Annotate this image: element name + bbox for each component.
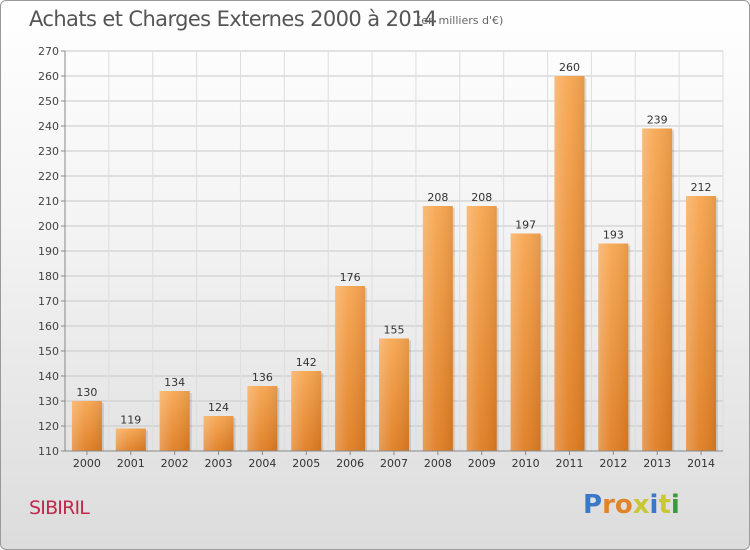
data-label: 155	[384, 324, 405, 337]
bar-highlight	[554, 76, 585, 451]
data-label: 124	[208, 401, 229, 414]
bar-highlight	[686, 196, 717, 451]
x-tick-label: 2010	[512, 457, 540, 470]
y-tick-label: 180	[38, 270, 59, 283]
bar-highlight	[642, 128, 673, 451]
y-tick-label: 130	[38, 395, 59, 408]
x-tick-label: 2003	[205, 457, 233, 470]
x-tick-label: 2000	[73, 457, 101, 470]
x-tick-label: 2006	[336, 457, 364, 470]
x-tick-label: 2007	[380, 457, 408, 470]
data-label: 197	[515, 219, 536, 232]
logo-letter: i	[670, 490, 680, 520]
y-tick-label: 260	[38, 70, 59, 83]
bar-highlight	[598, 243, 629, 451]
bar-highlight	[379, 338, 409, 451]
bar-highlight	[510, 233, 541, 451]
logo-letter: o	[614, 490, 633, 520]
x-tick-label: 2008	[424, 457, 452, 470]
data-label: 134	[164, 376, 185, 389]
y-tick-label: 120	[38, 420, 59, 433]
bar-highlight	[203, 416, 234, 451]
y-tick-label: 220	[38, 170, 59, 183]
data-label: 260	[559, 61, 580, 74]
logo-letter: x	[632, 490, 650, 520]
y-tick-label: 210	[38, 195, 59, 208]
x-tick-label: 2004	[248, 457, 276, 470]
bar-highlight	[247, 386, 278, 451]
data-label: 208	[471, 191, 492, 204]
data-label: 136	[252, 371, 273, 384]
y-tick-label: 230	[38, 145, 59, 158]
y-tick-label: 170	[38, 295, 59, 308]
proxiti-logo: Proxiti	[583, 490, 680, 520]
bar-highlight	[71, 401, 102, 451]
logo-letter: t	[658, 490, 671, 520]
y-tick-label: 160	[38, 320, 59, 333]
y-tick-label: 270	[38, 45, 59, 58]
data-label: 208	[427, 191, 448, 204]
data-label: 119	[120, 414, 141, 427]
data-label: 130	[76, 386, 97, 399]
y-tick-label: 200	[38, 220, 59, 233]
x-tick-label: 2005	[292, 457, 320, 470]
bar-highlight	[466, 206, 497, 451]
data-label: 212	[691, 181, 712, 194]
y-tick-label: 110	[38, 445, 59, 458]
commune-name: SIBIRIL	[29, 497, 90, 519]
logo-letter: i	[649, 490, 659, 520]
logo-letter: r	[602, 490, 615, 520]
bar-highlight	[291, 371, 322, 451]
y-tick-label: 250	[38, 95, 59, 108]
x-tick-label: 2002	[161, 457, 189, 470]
chart-subtitle: (en milliers d'€)	[417, 14, 504, 27]
data-label: 239	[647, 114, 668, 127]
y-tick-label: 240	[38, 120, 59, 133]
data-label: 193	[603, 229, 624, 242]
data-label: 176	[340, 271, 361, 284]
y-tick-label: 190	[38, 245, 59, 258]
bar-highlight	[422, 206, 453, 451]
y-tick-label: 150	[38, 345, 59, 358]
logo-letter: P	[583, 490, 603, 520]
x-tick-label: 2009	[468, 457, 496, 470]
chart-title: Achats et Charges Externes 2000 à 2014	[29, 7, 437, 31]
x-tick-label: 2001	[117, 457, 145, 470]
x-tick-label: 2012	[599, 457, 627, 470]
data-label: 142	[296, 356, 317, 369]
x-tick-label: 2011	[555, 457, 583, 470]
bar-highlight	[115, 428, 146, 451]
bar-highlight	[335, 286, 366, 451]
x-tick-label: 2013	[643, 457, 671, 470]
y-tick-label: 140	[38, 370, 59, 383]
x-tick-label: 2014	[687, 457, 715, 470]
bar-highlight	[159, 391, 190, 451]
